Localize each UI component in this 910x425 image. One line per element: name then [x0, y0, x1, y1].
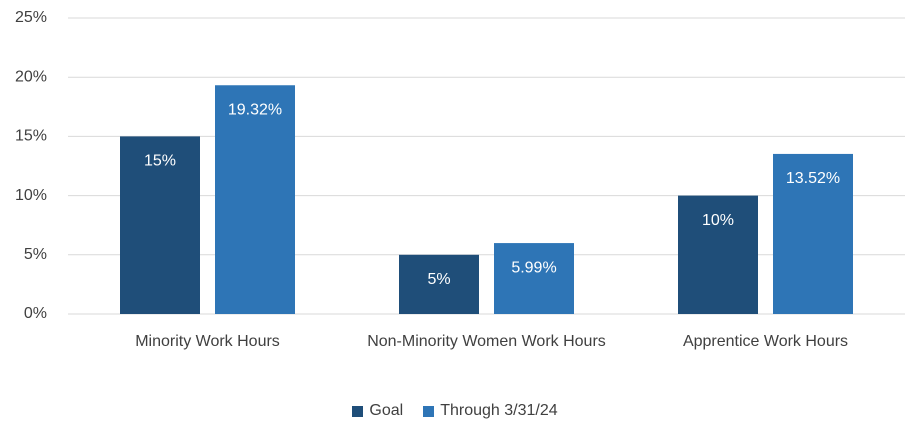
bar: [494, 243, 574, 314]
data-label: 13.52%: [786, 170, 840, 187]
x-tick-label: Apprentice Work Hours: [682, 333, 849, 350]
bar: [215, 85, 295, 315]
legend-item: Through 3/31/24: [423, 402, 558, 420]
data-label: 19.32%: [228, 101, 282, 118]
y-tick-label: 15%: [15, 128, 47, 145]
legend-item: Goal: [352, 402, 403, 420]
data-label: 5.99%: [511, 259, 556, 276]
legend-swatch: [423, 405, 435, 417]
x-tick-label: Minority Work Hours: [135, 333, 280, 350]
bar: [399, 254, 479, 314]
legend-label: Goal: [369, 402, 404, 419]
data-label: 5%: [427, 271, 450, 288]
y-tick-label: 0%: [24, 305, 47, 322]
data-label: 15%: [144, 153, 176, 170]
x-tick-label: Non-Minority Women Work Hours: [367, 333, 606, 350]
data-label: 10%: [702, 212, 734, 229]
y-tick-label: 5%: [24, 246, 47, 263]
y-tick-label: 25%: [15, 9, 47, 26]
legend: Goal Through 3/31/24: [0, 402, 910, 420]
bar: [120, 136, 200, 314]
legend-swatch: [352, 405, 364, 417]
bar: [773, 153, 853, 314]
y-tick-label: 10%: [15, 187, 47, 204]
bar: [678, 195, 758, 314]
y-tick-label: 20%: [15, 68, 47, 85]
legend-label: Through 3/31/24: [440, 402, 558, 419]
